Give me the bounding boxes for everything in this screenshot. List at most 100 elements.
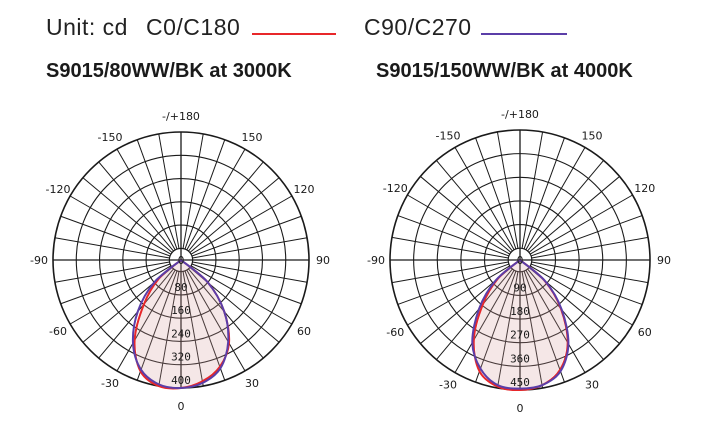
lobe-fill <box>134 260 229 388</box>
grid-spoke <box>525 147 586 251</box>
angle-label: 30 <box>245 377 259 390</box>
angle-label: -90 <box>367 254 385 267</box>
grid-spoke <box>530 263 643 305</box>
grid-spoke <box>527 160 604 252</box>
grid-spoke <box>475 270 517 383</box>
grid-spoke <box>69 265 172 325</box>
angle-label: 60 <box>297 325 311 338</box>
angle-label: -60 <box>386 326 404 339</box>
grid-spoke <box>407 194 511 255</box>
radial-label: 80 <box>174 281 187 294</box>
grid-spoke <box>136 270 178 381</box>
grid-spoke <box>190 265 293 325</box>
angle-label: 0 <box>517 402 524 415</box>
angle-label: -150 <box>98 131 123 144</box>
grid-ring <box>145 224 217 296</box>
radial-label: 400 <box>171 374 191 387</box>
polar-chart-right: 0 90 180 270 360 450 -/+180 150 120 90 60 30 0 -30 -60… <box>367 108 671 415</box>
grid-spoke <box>527 268 604 360</box>
angle-label: -90 <box>30 254 48 267</box>
legend-series-c0-label: C0/C180 <box>146 14 241 40</box>
angle-label: 150 <box>242 131 263 144</box>
grid-spoke <box>407 265 511 326</box>
grid-spoke <box>521 131 544 249</box>
grid-spoke <box>420 176 512 253</box>
grid-spoke <box>391 261 509 284</box>
grid-spoke <box>60 263 171 305</box>
grid-spoke <box>531 236 649 259</box>
angle-label: 90 <box>316 254 330 267</box>
angle-label: -/+180 <box>501 108 539 121</box>
grid-spoke <box>116 148 176 251</box>
grid-ring <box>460 200 580 320</box>
grid-spoke <box>530 215 643 257</box>
angle-label: 0 <box>178 400 185 413</box>
grid-spoke <box>529 194 633 255</box>
grid-spoke <box>186 269 246 372</box>
polar-chart-left: 0 80 160 240 320 400 -/+180 150 120 90 60 30 0 -30 -60… <box>30 110 330 413</box>
series-curve-c90-c270 <box>131 259 230 390</box>
grid-spoke <box>136 139 178 250</box>
chart-title-right: S9015/150WW/BK at 4000K <box>376 60 633 82</box>
lobe-fill <box>473 260 568 390</box>
grid-spoke <box>191 263 302 305</box>
angle-label: 30 <box>585 379 599 392</box>
grid-spoke <box>523 270 565 383</box>
grid-spoke <box>184 139 226 250</box>
angle-label: 120 <box>634 182 655 195</box>
grid-ring <box>483 223 557 297</box>
angle-label: 120 <box>293 183 314 196</box>
angle-label: 90 <box>657 254 671 267</box>
grid-ring <box>122 201 240 319</box>
legend-series-c90-label: C90/C270 <box>364 14 472 40</box>
grid-spoke <box>436 160 513 252</box>
legend-series-c90-swatch <box>481 33 567 35</box>
angle-label: 150 <box>582 129 603 142</box>
chart-title-left: S9015/80WW/BK at 3000K <box>46 60 292 82</box>
grid-spoke <box>192 237 308 259</box>
angle-label: -/+180 <box>162 110 200 123</box>
grid-spoke <box>397 263 510 305</box>
grid-spoke <box>528 176 620 253</box>
grid-spoke <box>192 261 308 283</box>
grid-spoke <box>188 161 264 252</box>
grid-spoke <box>69 195 172 255</box>
grid-spoke <box>436 268 513 360</box>
unit-label: Unit: cd <box>46 14 128 40</box>
grid-spoke <box>397 215 510 257</box>
radial-label: 180 <box>510 305 530 318</box>
angle-label: -120 <box>46 183 71 196</box>
radial-label: 270 <box>510 329 530 342</box>
radial-label: 320 <box>171 351 191 364</box>
series-curve-c90-c270 <box>471 259 570 390</box>
grid-spoke <box>496 271 519 389</box>
grid-spoke <box>531 261 649 284</box>
radial-label: 240 <box>171 327 191 340</box>
radial-label: 160 <box>171 304 191 317</box>
legend-series-c0-swatch <box>252 33 336 35</box>
angle-label: -30 <box>439 379 457 392</box>
grid-spoke <box>391 236 509 259</box>
grid-ring <box>413 153 627 367</box>
grid-spoke <box>60 215 171 257</box>
grid-ring <box>75 154 287 366</box>
grid-ring <box>98 177 264 343</box>
grid-spoke <box>190 195 293 255</box>
grid-spoke <box>54 261 170 283</box>
angle-label: -150 <box>436 129 461 142</box>
grid-spoke <box>186 148 246 251</box>
angle-label: -30 <box>101 377 119 390</box>
grid-spoke <box>98 161 174 252</box>
grid-ring <box>436 176 604 344</box>
angle-label: 60 <box>638 326 652 339</box>
grid-spoke <box>523 137 565 250</box>
grid-spoke <box>158 271 180 387</box>
grid-spoke <box>158 133 180 249</box>
legend: Unit: cd C0/C180 C90/C270 <box>46 13 706 43</box>
grid-spoke <box>454 269 515 373</box>
grid-spoke <box>54 237 170 259</box>
grid-spoke <box>82 177 173 253</box>
grid-spoke <box>529 265 633 326</box>
grid-spoke <box>521 271 544 389</box>
grid-spoke <box>191 215 302 257</box>
